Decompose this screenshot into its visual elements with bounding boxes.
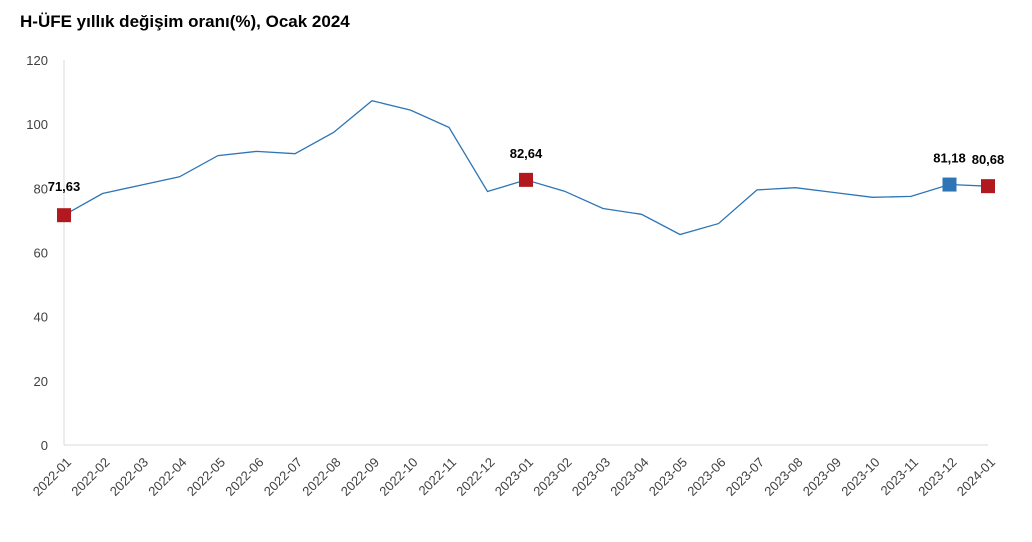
y-tick-label: 0 <box>41 438 48 453</box>
data-point-marker <box>942 177 957 192</box>
x-tick-label: 2023-06 <box>684 455 728 499</box>
series-line <box>63 99 989 236</box>
y-tick-label: 40 <box>34 310 48 325</box>
data-point-marker <box>57 208 71 223</box>
y-tick-label: 60 <box>34 246 48 261</box>
x-tick-label: 2023-07 <box>723 455 767 499</box>
x-tick-label: 2023-03 <box>569 455 613 499</box>
x-tick-label: 2023-05 <box>646 455 690 499</box>
x-tick-label: 2023-04 <box>607 455 651 499</box>
x-tick-label: 2024-01 <box>954 455 998 499</box>
x-tick-label: 2022-10 <box>376 455 420 499</box>
data-point-marker <box>981 179 995 194</box>
y-tick-label: 100 <box>26 117 48 132</box>
x-tick-label: 2022-11 <box>415 455 459 499</box>
x-tick-label: 2022-09 <box>338 455 382 499</box>
x-tick-label: 2023-01 <box>492 455 536 499</box>
x-tick-label: 2022-02 <box>68 455 112 499</box>
x-tick-label: 2022-12 <box>453 455 497 499</box>
chart-title: H-ÜFE yıllık değişim oranı(%), Ocak 2024 <box>20 12 350 31</box>
x-tick-label: 2023-11 <box>877 455 921 499</box>
x-axis: 2022-012022-022022-032022-042022-052022-… <box>30 444 998 499</box>
x-tick-label: 2022-06 <box>222 455 266 499</box>
x-tick-label: 2023-08 <box>761 455 805 499</box>
y-tick-label: 80 <box>34 181 48 196</box>
x-tick-label: 2023-12 <box>915 455 959 499</box>
x-tick-label: 2023-02 <box>530 455 574 499</box>
y-tick-label: 20 <box>34 374 48 389</box>
x-tick-label: 2022-04 <box>145 455 189 499</box>
x-tick-label: 2022-01 <box>30 455 74 499</box>
data-label: 82,64 <box>510 146 543 161</box>
y-tick-label: 120 <box>26 53 48 68</box>
plot-area: 71,63 82,64 81,18 80,68 <box>48 99 1005 236</box>
y-axis: 0 20 40 60 80 100 120 <box>26 53 65 453</box>
x-tick-label: 2023-09 <box>800 455 844 499</box>
x-tick-label: 2022-07 <box>261 455 305 499</box>
data-point-marker <box>519 172 533 187</box>
data-label: 80,68 <box>972 152 1005 167</box>
data-label: 71,63 <box>48 179 81 194</box>
data-label: 81,18 <box>933 151 966 166</box>
x-tick-label: 2023-10 <box>838 455 882 499</box>
x-tick-label: 2022-05 <box>184 455 228 499</box>
x-tick-label: 2022-03 <box>107 455 151 499</box>
x-tick-label: 2022-08 <box>299 455 343 499</box>
